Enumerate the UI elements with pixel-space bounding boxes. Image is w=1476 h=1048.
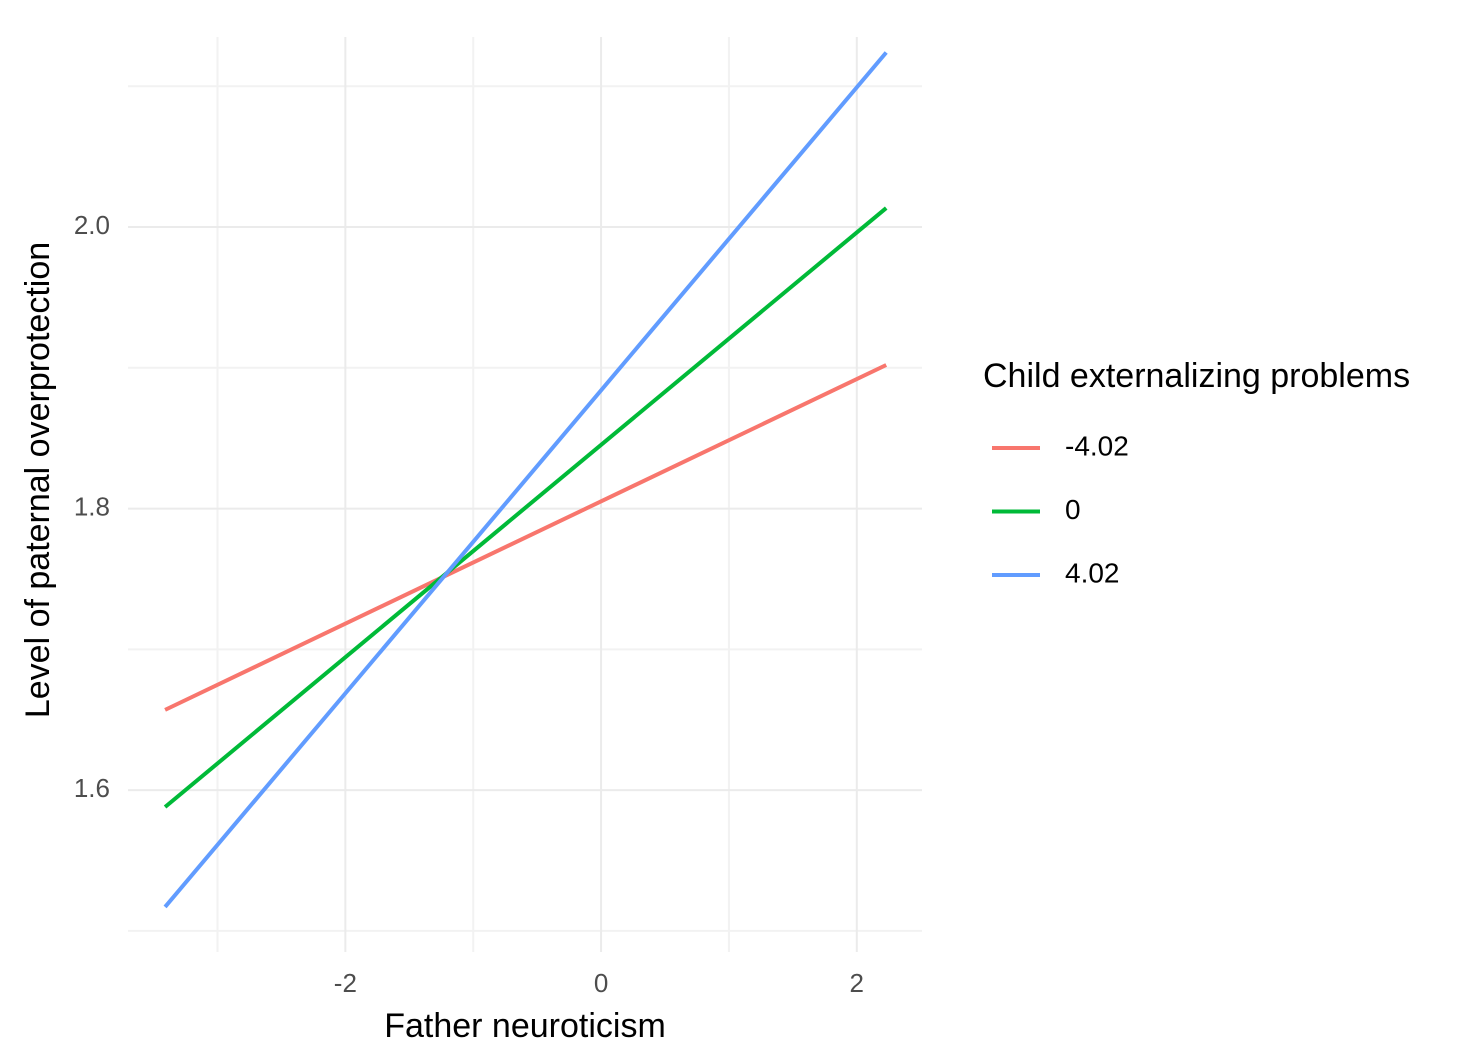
y-axis-title: Level of paternal overprotection xyxy=(19,242,57,718)
series-line xyxy=(164,363,888,712)
legend-label: 4.02 xyxy=(1065,557,1120,588)
y-tick-label: 2.0 xyxy=(74,210,110,240)
x-axis-title: Father neuroticism xyxy=(384,1007,666,1045)
legend-label: -4.02 xyxy=(1065,430,1129,461)
series-line xyxy=(163,206,888,809)
y-tick-label: 1.6 xyxy=(74,773,110,803)
y-tick-label: 1.8 xyxy=(74,491,110,521)
x-tick-label: 2 xyxy=(850,968,864,998)
series-line xyxy=(163,51,888,909)
legend-label: 0 xyxy=(1065,494,1081,525)
legend-title: Child externalizing problems xyxy=(983,357,1410,395)
x-tick-label: -2 xyxy=(334,968,357,998)
x-tick-label: 0 xyxy=(594,968,608,998)
